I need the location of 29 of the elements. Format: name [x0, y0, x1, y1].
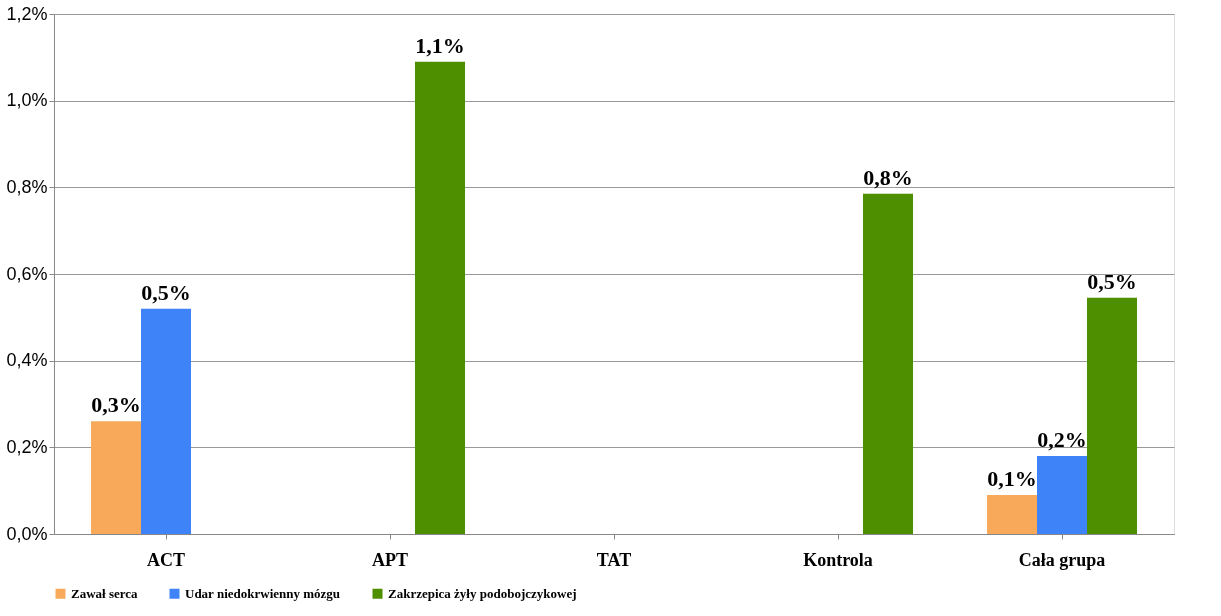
y-tick-label: 0,6%	[6, 263, 48, 284]
legend-label: Zawał serca	[71, 585, 139, 601]
legend-label: Udar niedokrwienny mózgu	[185, 585, 341, 601]
bar	[987, 495, 1037, 534]
bar	[1037, 456, 1087, 534]
y-tick-label: 0,2%	[6, 436, 48, 457]
data-label: 0,5%	[1087, 268, 1137, 294]
x-tick-label: Kontrola	[803, 549, 873, 570]
data-label: 0,1%	[987, 466, 1037, 491]
y-tick-label: 0,8%	[6, 176, 48, 197]
data-label: 0,8%	[863, 164, 913, 190]
bar	[1087, 297, 1137, 534]
bar	[863, 193, 913, 534]
x-tick-label: Cała grupa	[1018, 549, 1106, 570]
data-label: 1,1%	[415, 32, 465, 58]
legend-label: Zakrzepica żyły podobojczykowej	[388, 585, 577, 601]
x-tick-label: ACT	[146, 549, 186, 570]
data-label: 0,3%	[91, 392, 141, 418]
bar	[415, 61, 465, 534]
y-tick-label: 1,0%	[6, 90, 48, 111]
y-tick-label: 0,4%	[6, 350, 48, 371]
data-label: 0,2%	[1037, 427, 1087, 452]
bar	[141, 308, 191, 534]
x-tick-label: APT	[372, 549, 408, 570]
y-tick-label: 1,2%	[6, 3, 48, 24]
y-tick-label: 0,0%	[6, 523, 48, 544]
bar	[91, 421, 141, 534]
data-label: 0,5%	[141, 279, 191, 305]
x-tick-label: TAT	[596, 549, 632, 570]
